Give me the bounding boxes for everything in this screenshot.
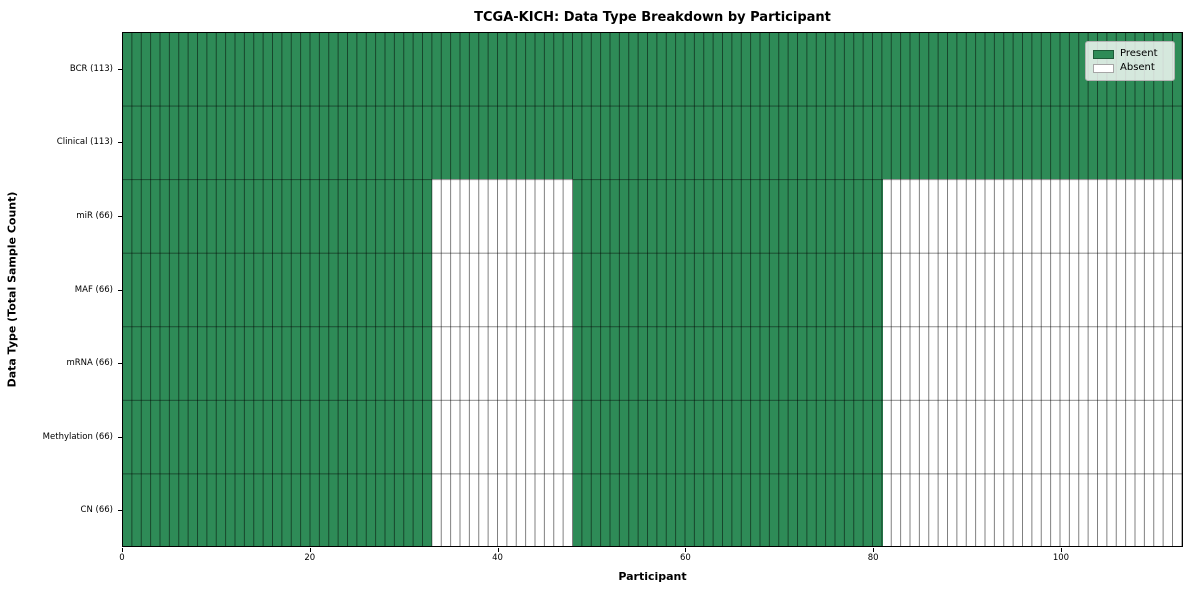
- x-tick-mark: [1060, 548, 1062, 552]
- x-tick-label: 20: [304, 553, 316, 563]
- x-tick-label: 100: [1052, 553, 1070, 563]
- x-tick-label: 80: [867, 553, 879, 563]
- present-segment: [122, 326, 432, 400]
- x-tick-mark: [685, 548, 687, 552]
- present-segment: [122, 32, 1183, 106]
- legend-item: Present: [1093, 47, 1167, 61]
- y-tick-mark: [118, 215, 122, 217]
- present-segment: [572, 326, 883, 400]
- x-tick-mark: [497, 548, 499, 552]
- heatmap-row: [122, 105, 1183, 180]
- x-tick-mark: [309, 548, 311, 552]
- y-tick-label: mRNA (66): [66, 358, 113, 369]
- x-tick-label: 0: [119, 553, 125, 563]
- heatmap-row: [122, 32, 1183, 106]
- present-segment: [572, 179, 883, 253]
- x-tick-label: 40: [492, 553, 503, 563]
- present-segment: [122, 473, 432, 547]
- y-tick-label: BCR (113): [69, 63, 113, 74]
- y-tick-mark: [118, 510, 122, 512]
- y-tick-mark: [118, 289, 122, 291]
- y-tick-mark: [118, 436, 122, 438]
- present-segment: [122, 179, 432, 253]
- y-tick-label: Clinical (113): [56, 137, 113, 148]
- legend-label: Absent: [1120, 62, 1155, 73]
- legend-swatch: [1093, 49, 1114, 59]
- present-segment: [122, 399, 432, 474]
- plot-area: [122, 32, 1183, 547]
- y-tick-mark: [118, 68, 122, 70]
- y-tick-mark: [118, 142, 122, 144]
- y-tick-label: MAF (66): [74, 284, 113, 295]
- legend-item: Absent: [1093, 61, 1167, 75]
- present-segment: [572, 473, 883, 547]
- heatmap-row: [122, 399, 1183, 474]
- present-segment: [122, 252, 432, 327]
- present-segment: [572, 399, 883, 474]
- chart-title: TCGA-KICH: Data Type Breakdown by Partic…: [474, 10, 831, 25]
- y-tick-label: miR (66): [76, 210, 113, 221]
- y-tick-label: Methylation (66): [42, 431, 113, 442]
- x-tick-label: 60: [679, 553, 691, 563]
- heatmap-row: [122, 473, 1183, 547]
- x-tick-mark: [873, 548, 875, 552]
- heatmap-row: [122, 326, 1183, 400]
- x-tick-mark: [122, 548, 123, 552]
- legend-label: Present: [1120, 48, 1158, 59]
- y-tick-mark: [118, 363, 122, 365]
- x-axis-label: Participant: [618, 570, 687, 583]
- legend: Present Absent: [1085, 41, 1175, 81]
- present-segment: [572, 252, 883, 327]
- heatmap-row: [122, 252, 1183, 327]
- present-segment: [122, 105, 1183, 180]
- heatmap-row: [122, 179, 1183, 253]
- y-tick-label: CN (66): [80, 505, 113, 516]
- legend-swatch: [1093, 63, 1114, 73]
